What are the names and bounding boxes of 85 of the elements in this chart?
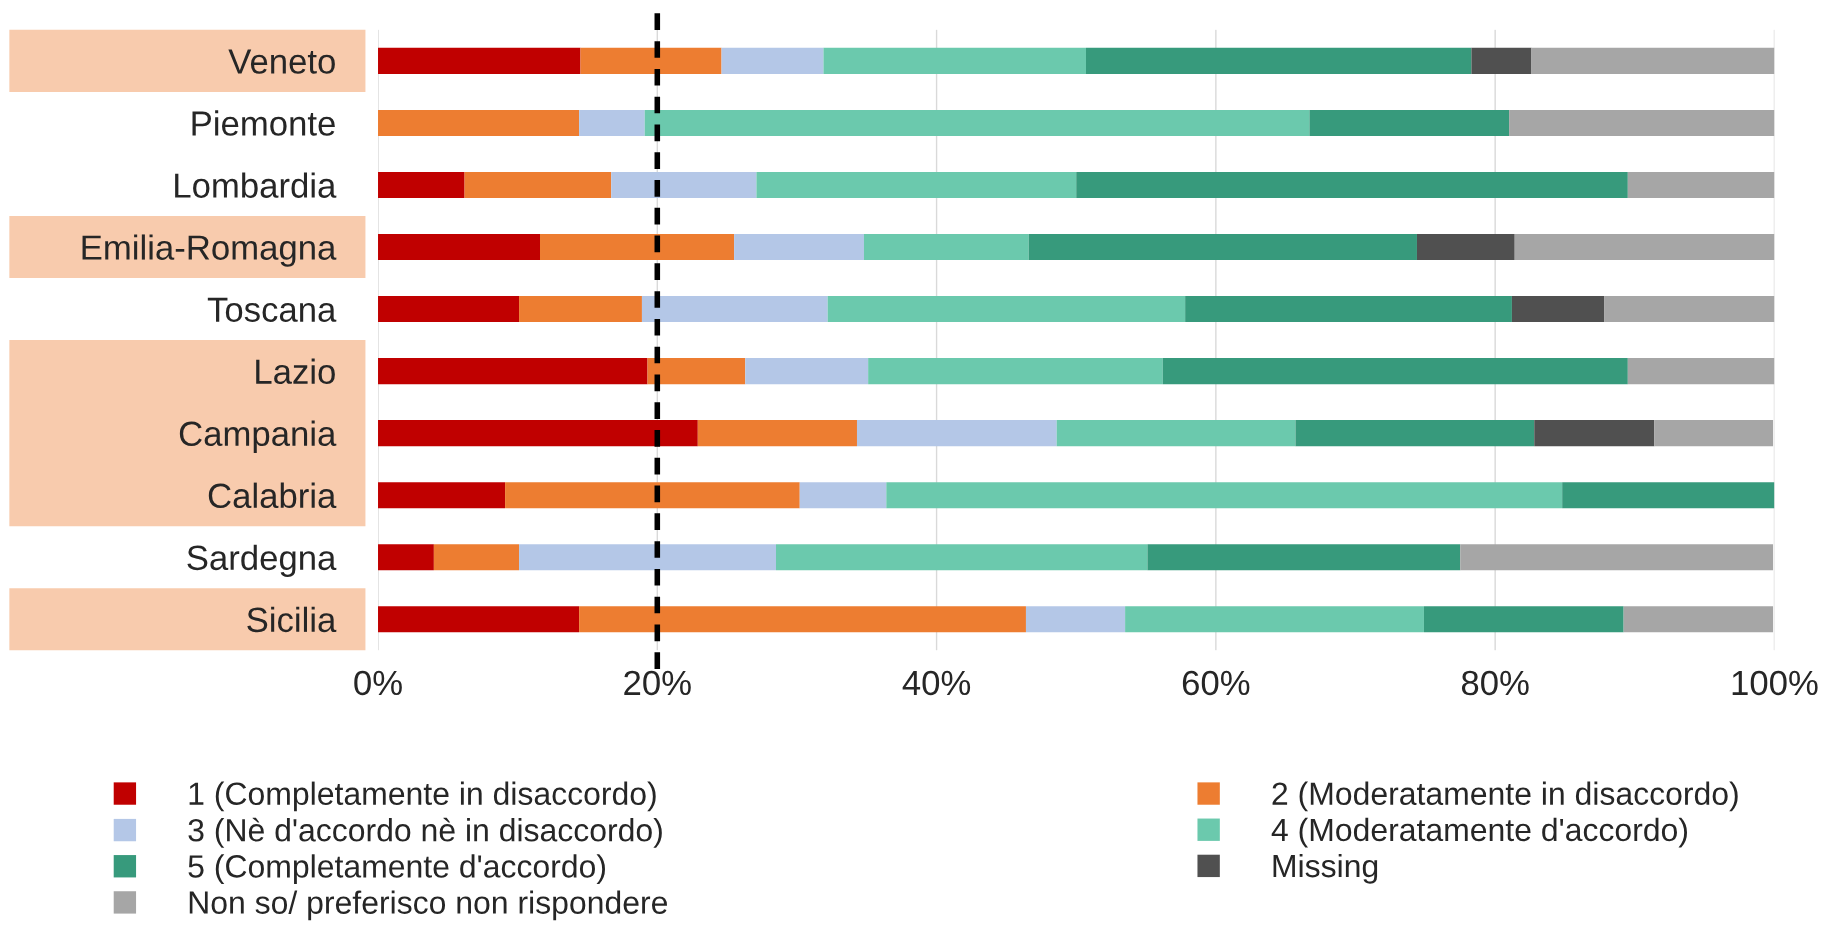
- bar: [378, 482, 506, 509]
- bar: [378, 606, 580, 633]
- bar: [378, 233, 540, 261]
- bar: [1534, 420, 1655, 447]
- legend-label: 5 (Completamente d'accordo): [188, 854, 605, 885]
- bar: [519, 296, 642, 323]
- bar: [1025, 606, 1126, 633]
- bar: [1309, 109, 1510, 136]
- bar: [647, 358, 746, 385]
- legend-label: Missing: [1273, 853, 1378, 884]
- bar: [644, 109, 1310, 136]
- bar: [886, 482, 1563, 509]
- bar: [1511, 296, 1605, 323]
- y-tick-label: Lombardia: [175, 172, 337, 198]
- bar: [1125, 606, 1424, 633]
- y-tick-label: Piemonte: [192, 110, 335, 136]
- bar: [1416, 233, 1515, 261]
- bar: [540, 233, 735, 261]
- bar: [1185, 296, 1512, 323]
- bar: [1531, 47, 1775, 74]
- bar: [433, 544, 520, 571]
- bar: [856, 420, 1057, 447]
- bar: [1623, 606, 1774, 633]
- bar: [1028, 233, 1417, 261]
- bar: [1423, 606, 1624, 633]
- y-tick-label: Toscana: [207, 297, 337, 322]
- bar: [505, 482, 800, 509]
- y-tick-label: Emilia-Romagna: [82, 234, 337, 267]
- bar: [775, 544, 1148, 571]
- bar: [378, 420, 698, 447]
- bar: [1604, 296, 1775, 323]
- legend-label: 4 (Moderatamente d'accordo): [1271, 817, 1687, 848]
- bar: [734, 233, 864, 261]
- y-tick-label: Sardegna: [187, 544, 337, 578]
- bar: [611, 171, 757, 198]
- x-tick-label: 40%: [902, 670, 971, 696]
- bar: [1471, 47, 1532, 74]
- y-tick-label: Sicilia: [247, 606, 337, 633]
- bar: [863, 233, 1029, 261]
- bar: [1509, 109, 1775, 136]
- bar: [1086, 47, 1472, 74]
- bar: [756, 171, 1077, 198]
- bar: [1076, 171, 1628, 198]
- bar: [823, 47, 1086, 74]
- bar: [580, 47, 722, 74]
- legend-label: 2 (Moderatamente in disaccordo): [1272, 781, 1738, 812]
- bar: [579, 606, 1026, 633]
- bar: [378, 47, 581, 74]
- bar: [799, 482, 887, 509]
- y-tick-label: Veneto: [228, 49, 335, 74]
- legend-label: 3 (Nè d'accordo nè in disaccordo): [188, 817, 662, 848]
- bar: [1562, 482, 1775, 509]
- bar: [1295, 420, 1535, 447]
- bar: [378, 109, 580, 136]
- y-tick-label: Calabria: [208, 482, 337, 509]
- bar: [1147, 544, 1461, 571]
- bar: [1627, 358, 1775, 385]
- bar: [641, 296, 828, 323]
- bar: [721, 47, 824, 74]
- bar: [1162, 358, 1628, 385]
- bar: [1460, 544, 1774, 571]
- x-tick-label: 80%: [1461, 670, 1529, 696]
- bar: [464, 171, 612, 198]
- bar: [378, 544, 434, 571]
- legend-label: 1 (Completamente in disaccordo): [189, 781, 656, 812]
- bar: [745, 358, 869, 385]
- bar: [697, 420, 857, 447]
- bar: [827, 296, 1186, 323]
- bar: [519, 544, 776, 571]
- x-tick-label: 60%: [1182, 670, 1250, 696]
- bar: [378, 171, 465, 198]
- bar: [378, 358, 648, 385]
- bar: [378, 296, 520, 323]
- bar: [1654, 420, 1774, 447]
- bar: [1627, 171, 1775, 198]
- y-tick-label: Lazio: [256, 358, 335, 385]
- x-tick-label: 0%: [354, 670, 402, 696]
- bar: [1056, 420, 1296, 447]
- legend-label: Non so/ preferisco non rispondere: [189, 890, 667, 921]
- x-tick-label: 100%: [1732, 670, 1818, 696]
- x-tick-label: 20%: [624, 670, 691, 696]
- bar: [868, 358, 1163, 385]
- bar: [1514, 233, 1775, 261]
- y-tick-label: Campania: [179, 420, 337, 453]
- bar: [579, 109, 645, 136]
